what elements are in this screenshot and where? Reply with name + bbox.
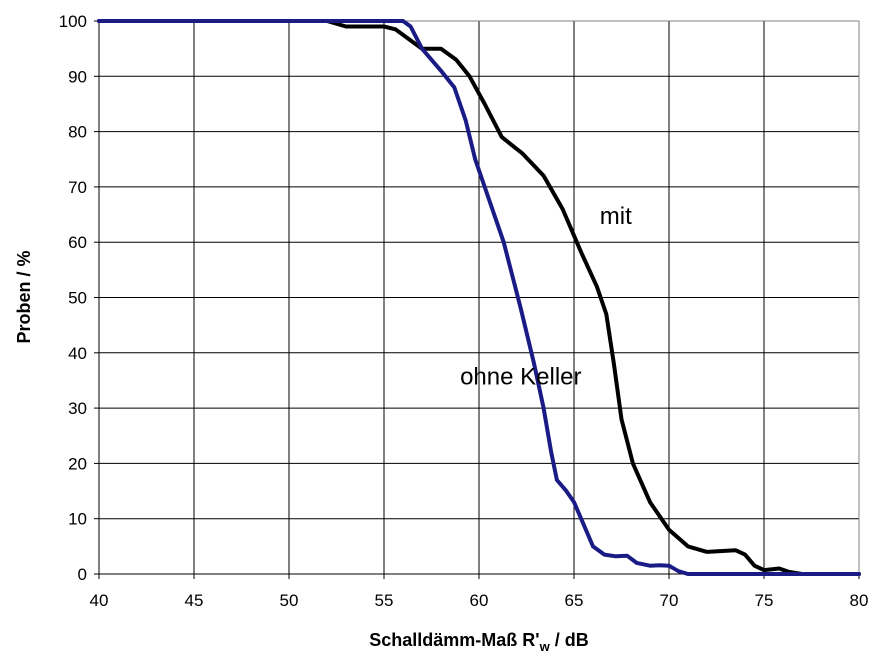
x-tick-label: 50 bbox=[280, 591, 299, 610]
y-tick-label: 100 bbox=[59, 12, 87, 31]
series-line-mit bbox=[97, 19, 861, 576]
y-tick-label: 20 bbox=[68, 454, 87, 473]
x-axis-title-unit: / dB bbox=[550, 630, 589, 650]
y-tick-label: 30 bbox=[68, 399, 87, 418]
y-tick-label: 80 bbox=[68, 123, 87, 142]
x-axis-title-main: Schalldämm-Maß R' bbox=[369, 630, 539, 650]
annotations: mit ohne Keller bbox=[460, 203, 632, 390]
y-tick-label: 50 bbox=[68, 289, 87, 308]
series-line-ohne-keller bbox=[97, 19, 861, 576]
x-axis-title: Schalldämm-Maß R'w / dB bbox=[369, 630, 588, 654]
x-tick-label: 70 bbox=[660, 591, 679, 610]
annotation-label: ohne Keller bbox=[460, 363, 581, 390]
x-tick-label: 55 bbox=[375, 591, 394, 610]
x-tick-labels: 40 45 50 55 60 65 70 75 80 bbox=[90, 591, 869, 610]
y-axis-title: Proben / % bbox=[14, 250, 34, 343]
x-axis-title-subscript: w bbox=[539, 639, 551, 654]
y-tick-labels: 0 10 20 30 40 50 60 70 80 90 100 bbox=[59, 12, 87, 584]
x-tick-label: 80 bbox=[850, 591, 869, 610]
x-tick-label: 65 bbox=[565, 591, 584, 610]
y-tick-label: 90 bbox=[68, 67, 87, 86]
y-tick-label: 60 bbox=[68, 233, 87, 252]
y-tick-label: 40 bbox=[68, 344, 87, 363]
y-tick-label: 0 bbox=[78, 565, 87, 584]
y-tick-label: 10 bbox=[68, 510, 87, 529]
y-tick-label: 70 bbox=[68, 178, 87, 197]
x-tick-label: 75 bbox=[755, 591, 774, 610]
grid-lines bbox=[99, 21, 859, 574]
series-lines bbox=[97, 19, 861, 576]
annotation-label: mit bbox=[600, 203, 632, 230]
x-tick-label: 40 bbox=[90, 591, 109, 610]
x-tick-label: 45 bbox=[185, 591, 204, 610]
x-tick-label: 60 bbox=[470, 591, 489, 610]
